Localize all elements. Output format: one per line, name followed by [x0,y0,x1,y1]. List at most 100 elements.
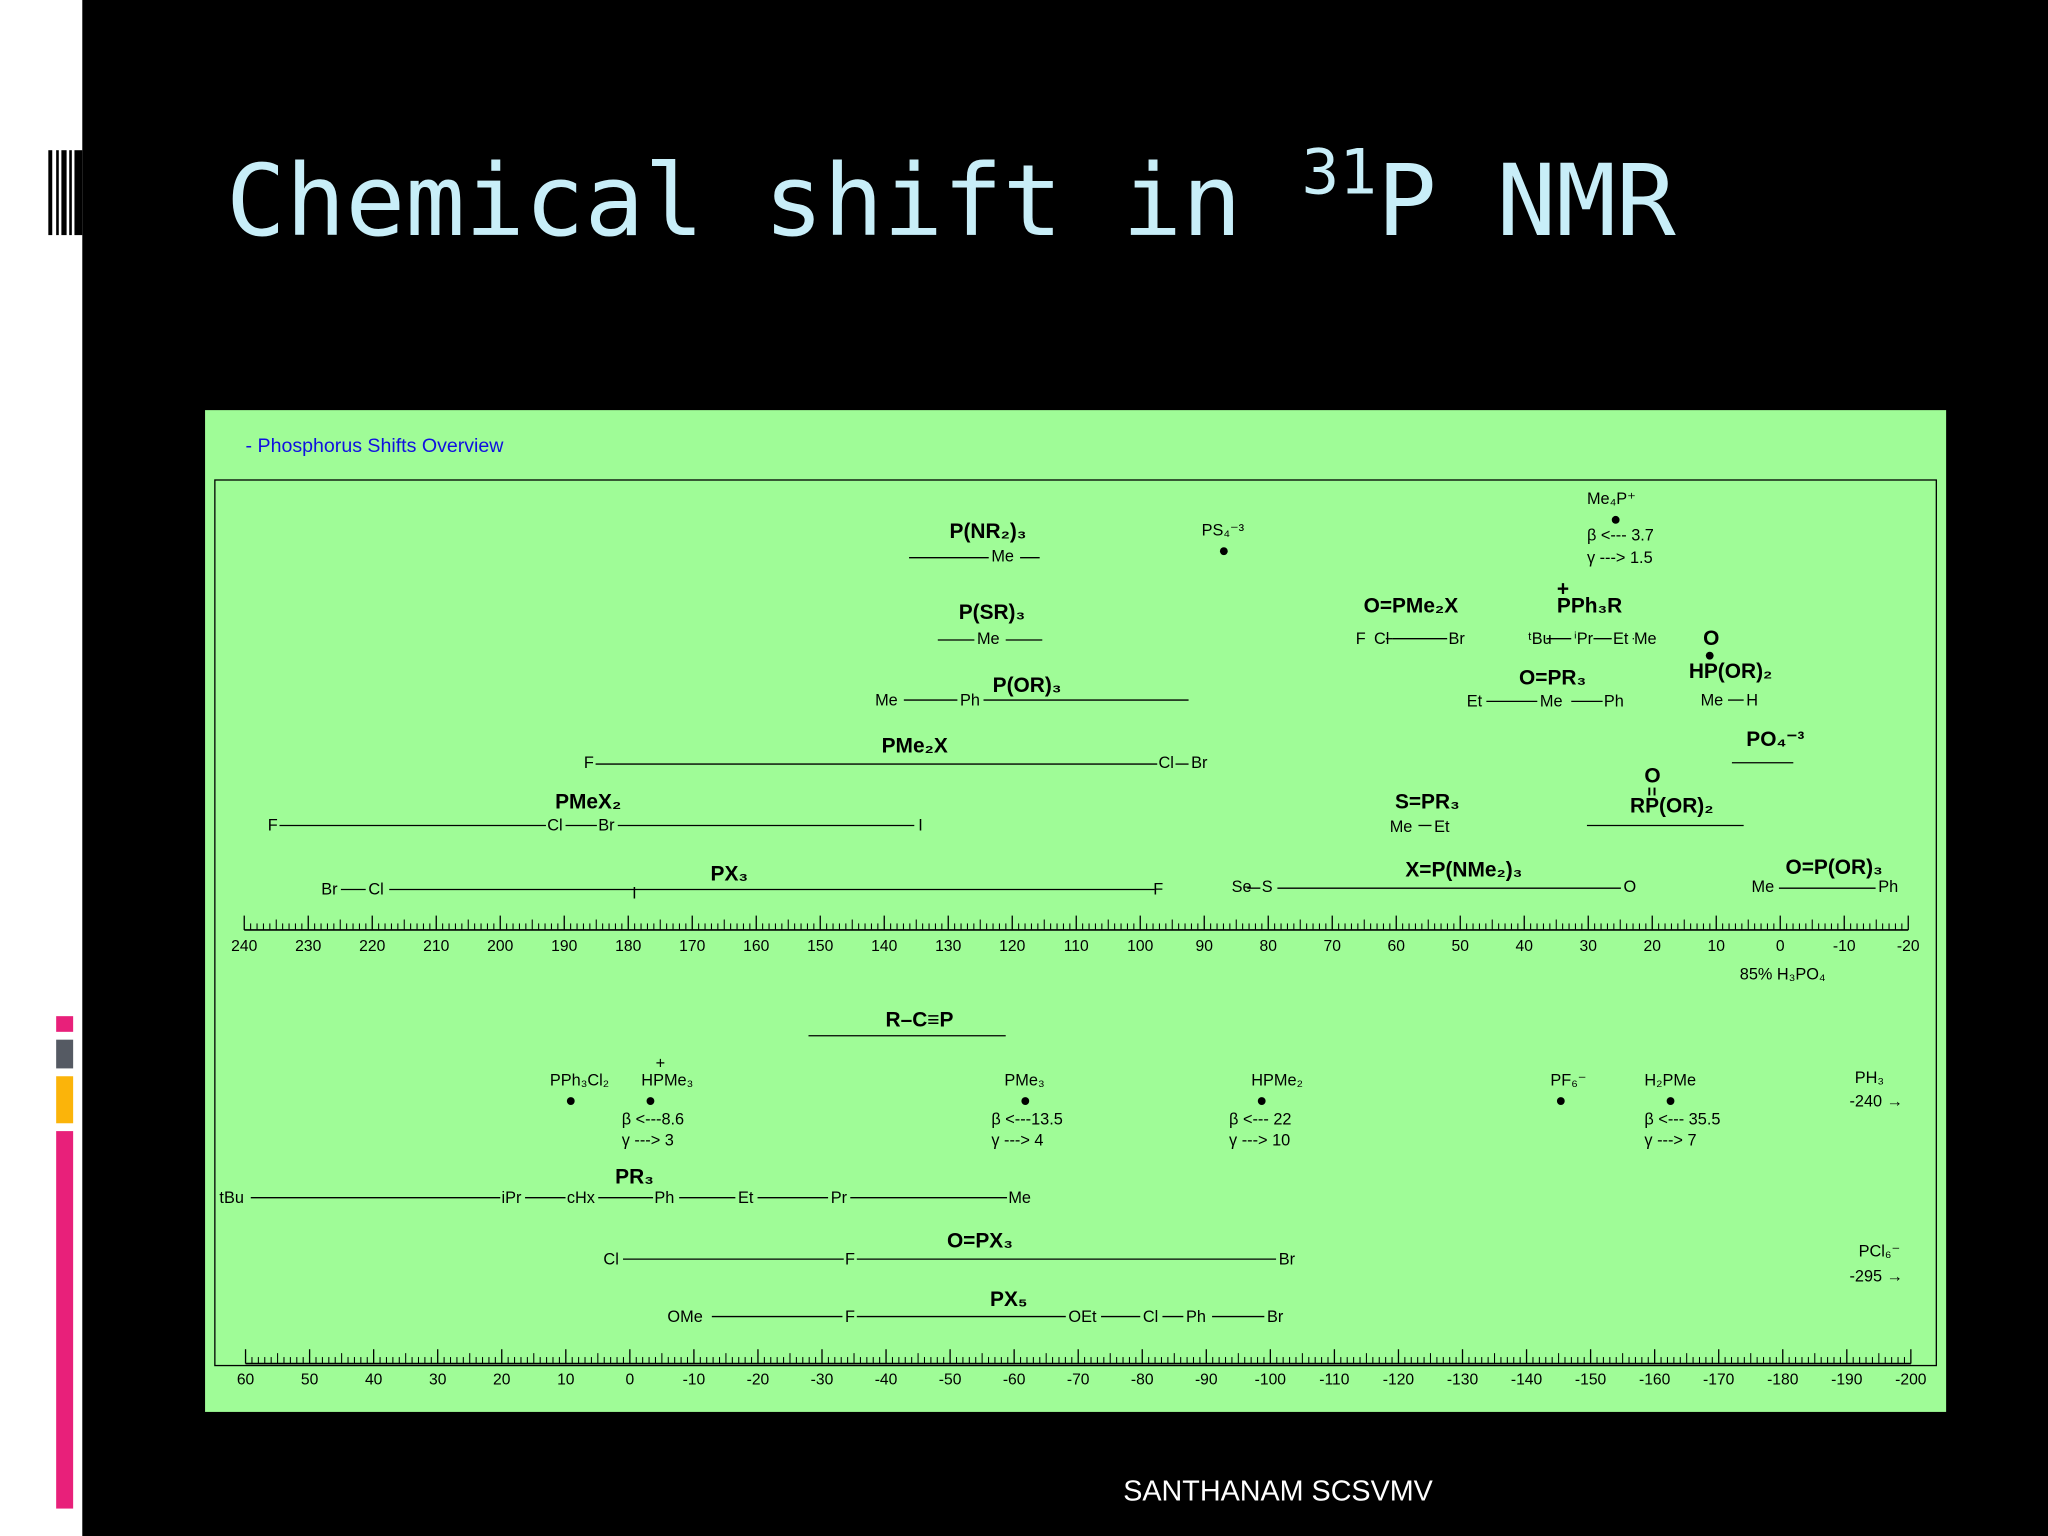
compound-label: PX₅ [990,1288,1027,1311]
compound-label: O [1644,764,1660,787]
shift-diagram: 240 230 220 210 200 190 180 170 160 150 140 130 120 1… [219,490,1926,1388]
tick-label: -170 [1703,1371,1735,1388]
tick-label: 180 [615,938,641,955]
substituent-label: PPh₃Cl₂ [550,1071,609,1089]
substituent-label: F [845,1250,855,1268]
tick-label: 160 [743,938,769,955]
diagram-frame [214,479,1937,1367]
footer: SANTHANAM SCSVMV [1123,1476,1433,1508]
tick-label: -90 [1195,1371,1218,1388]
tick-label: -130 [1447,1371,1479,1388]
substituent-label: Me₄P⁺ [1587,490,1636,508]
tick-label: 100 [1127,938,1153,955]
substituent-label: Ph [1878,878,1898,896]
tick-label: 230 [295,938,321,955]
substituent-label: Se [1232,878,1252,896]
tick-label: -60 [1003,1371,1026,1388]
compound-label: R–C≡P [886,1009,954,1032]
substituent-label: Me [1390,818,1413,836]
compound-label: PX₃ [711,862,749,885]
substituent-label: Me [1008,1189,1031,1207]
substituent-label: F [268,817,278,835]
tick-label: 30 [429,1371,447,1388]
substituent-label: β <---13.5 [991,1111,1063,1129]
substituent-label: F [584,754,594,772]
tick-label: 60 [1388,938,1406,955]
tick-label: 10 [1708,938,1726,955]
tick-label: -120 [1383,1371,1415,1388]
compound-label: P(SR)₃ [959,601,1025,624]
substituent-label: Et [1613,630,1629,648]
compound-label: O=PR₃ [1519,666,1586,689]
substituent-label: β <--- 3.7 [1587,527,1654,545]
tick-label: 0 [625,1371,634,1388]
substituent-label: β <---8.6 [622,1111,684,1129]
substituent-label: Br [1279,1250,1296,1268]
substituent-label: γ ---> 10 [1229,1131,1290,1149]
compound-label: P(NR₂)₃ [950,520,1027,543]
tick-label: -180 [1767,1371,1799,1388]
tick-label: 50 [301,1371,319,1388]
slide-title: Chemical shift in 31P NMR [226,135,1676,259]
substituent-label: Ph [1186,1308,1206,1326]
substituent-label: PS₄⁻³ [1202,522,1245,540]
compound-label: O=PX₃ [947,1229,1013,1252]
substituent-label: OMe [667,1308,702,1326]
tick-label: 200 [487,938,513,955]
substituent-label: Cl [1143,1308,1158,1326]
compound-label: PO₄⁻³ [1746,728,1804,751]
tick-label: 20 [1644,938,1662,955]
substituent-label: Cl [1374,630,1389,648]
substituent-label: ⁱPr [1574,630,1594,648]
substituent-label: γ ---> 1.5 [1587,549,1653,567]
tick-label: -110 [1319,1371,1349,1388]
tick-label: 70 [1324,938,1342,955]
double-bond-mark [1653,787,1656,796]
substituent-label: Me [977,630,1000,648]
substituent-label: Me [1540,693,1563,711]
substituent-label: PF₆⁻ [1550,1071,1586,1089]
tick-label: -10 [683,1371,706,1388]
substituent-label: Br [1191,754,1208,772]
substituent-label: ᵗBu [1528,630,1552,648]
compound-label: PPh₃R [1557,595,1622,618]
tick-label: -40 [875,1371,898,1388]
substituent-label: γ ---> 7 [1644,1131,1696,1149]
substituent-label: Me [1634,630,1657,648]
substituent-label: Br [598,817,615,835]
shift-point [1257,1097,1266,1105]
substituent-label: Me [1701,691,1724,709]
substituent-label: Cl [603,1250,618,1268]
compound-label: O=P(OR)₃ [1785,856,1882,879]
tick-label: 30 [1580,938,1598,955]
substituent-label: Cl [1159,754,1174,772]
substituent-label: Ph [1604,693,1624,711]
accent-bar [56,1039,74,1069]
shift-point [1666,1097,1675,1105]
tick-label: -20 [1897,938,1920,955]
shift-point [646,1097,655,1105]
substituent-label: OEt [1068,1308,1097,1326]
compound-label: + [1557,578,1569,601]
tick-label: -150 [1575,1371,1607,1388]
substituent-label: Pr [831,1189,848,1207]
tick-label: 130 [935,938,961,955]
tick-label: 240 [231,938,257,955]
substituent-label: HPMe₃ [641,1071,693,1089]
substituent-label: H [1746,691,1758,709]
substituent-label: cHx [567,1189,595,1207]
substituent-label: Et [1467,693,1483,711]
panel-title: - Phosphorus Shifts Overview [246,435,505,457]
tick-label: 40 [365,1371,383,1388]
accent-bar [56,1131,74,1509]
tick-label: 190 [551,938,577,955]
substituent-label: Br [1267,1308,1284,1326]
tick-label: 60 [237,1371,255,1388]
substituent-label: PCl₆⁻ [1859,1242,1900,1260]
substituent-label: β <--- 22 [1229,1111,1291,1129]
compound-label: PMe₂X [882,734,948,757]
shift-point [566,1097,575,1105]
substituent-label: I [918,817,923,835]
tick-label: -140 [1511,1371,1543,1388]
